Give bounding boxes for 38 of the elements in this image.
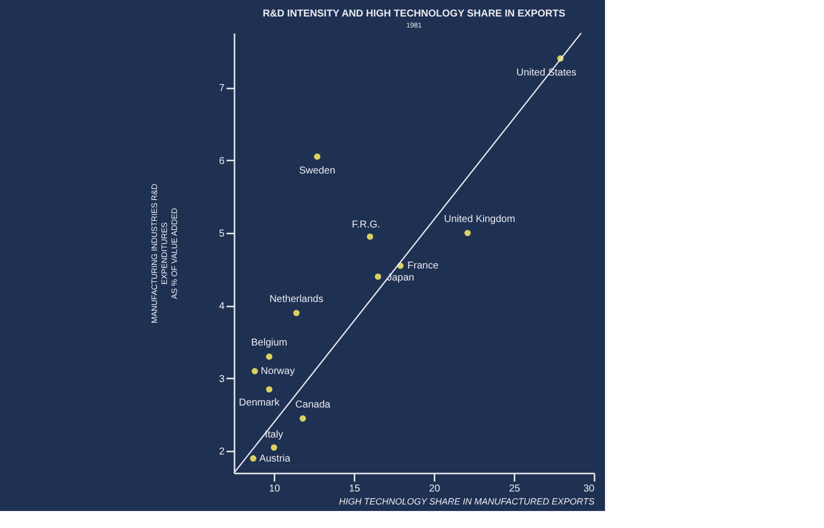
point <box>374 273 382 280</box>
annotation: Denmark <box>238 397 280 408</box>
point <box>464 230 471 236</box>
y-tick-label: 7 <box>218 83 225 94</box>
point <box>270 444 278 451</box>
annotation: France <box>407 260 439 272</box>
x-tick-label: 15 <box>348 484 360 494</box>
annotation: Austria <box>259 453 291 464</box>
annotation: United Kingdom <box>444 214 516 225</box>
annotation: Sweden <box>299 166 336 177</box>
y-tick-label: 3 <box>218 374 225 385</box>
annotation: Canada <box>295 399 331 410</box>
y-tick-label: 6 <box>218 156 225 167</box>
annotation: United States <box>516 67 576 78</box>
y-tick-label: 5 <box>218 228 225 240</box>
point <box>314 153 320 160</box>
annotation: Belgium <box>251 338 288 349</box>
point <box>252 368 258 374</box>
point <box>366 233 374 240</box>
y-tick-label: 4 <box>218 301 225 312</box>
annotation: Italy <box>264 430 284 441</box>
annotation: Netherlands <box>269 294 324 305</box>
chart-title: R&D INTENSITY AND HIGH TECHNOLOGY SHARE IN EXPORTS <box>262 8 566 20</box>
y-tick-label: 2 <box>218 446 225 458</box>
x-tick-label: 30 <box>583 484 595 494</box>
point <box>266 386 272 393</box>
x-tick-label: 10 <box>268 484 280 494</box>
x-axis-title: HIGH TECHNOLOGY SHARE IN MANUFACTURED EXPORTS <box>338 496 594 506</box>
annotation: F.R.G. <box>352 220 380 231</box>
x-tick-label: 20 <box>428 484 440 494</box>
x-tick-label: 25 <box>508 484 520 494</box>
point <box>293 310 300 316</box>
annotation: Japan <box>387 272 414 284</box>
annotation: Norway <box>260 366 295 378</box>
y-axis-title: MANUFACTURING INDUSTRIES R&D EXPENDITURES AS % OF VALUE ADDED <box>150 183 179 324</box>
point <box>300 415 306 422</box>
point <box>266 353 272 360</box>
point <box>250 455 256 462</box>
